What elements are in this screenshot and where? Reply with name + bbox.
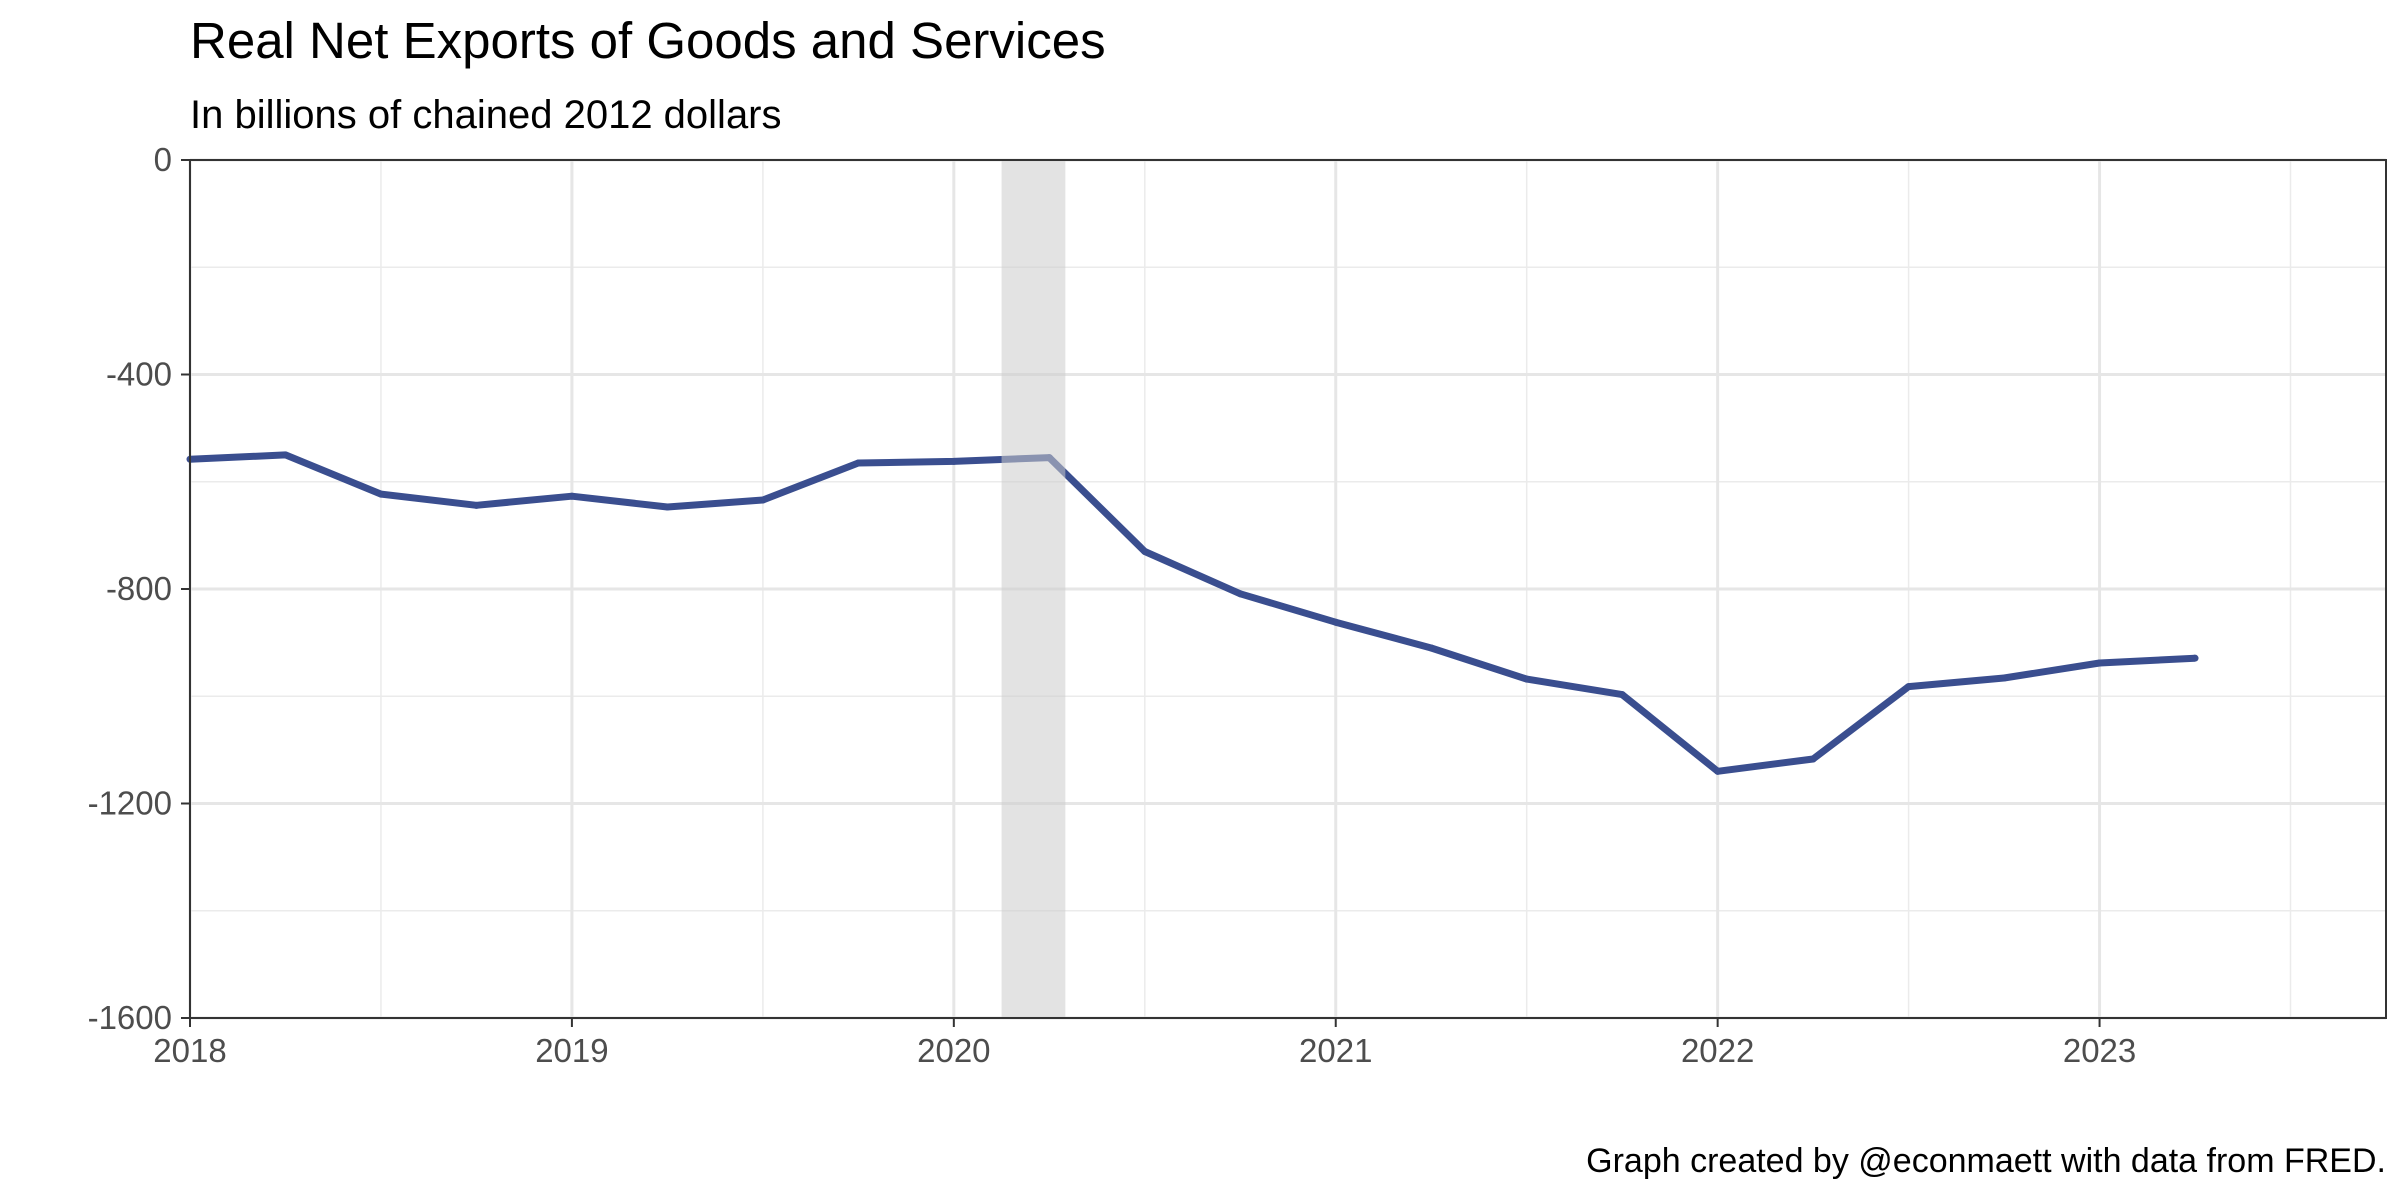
chart-title: Real Net Exports of Goods and Services bbox=[190, 12, 1106, 69]
data-point bbox=[568, 492, 576, 500]
data-point bbox=[377, 490, 385, 498]
data-point bbox=[1905, 683, 1913, 691]
x-tick-label: 2021 bbox=[1299, 1032, 1372, 1069]
chart-subtitle: In billions of chained 2012 dollars bbox=[190, 93, 782, 137]
data-point bbox=[1236, 590, 1244, 598]
recession-band bbox=[1001, 160, 1066, 1018]
series-line bbox=[189, 451, 2196, 775]
x-tick-label: 2023 bbox=[2063, 1032, 2136, 1069]
y-tick-label: -1200 bbox=[88, 785, 172, 822]
x-tick-label: 2018 bbox=[153, 1032, 226, 1069]
data-point bbox=[663, 503, 671, 511]
x-axis-labels: 2018 2019 2020 2021 2022 2023 bbox=[153, 1032, 2136, 1069]
data-point bbox=[1427, 644, 1435, 652]
axis-ticks bbox=[181, 159, 2101, 1027]
x-tick-label: 2019 bbox=[535, 1032, 608, 1069]
y-tick-label: 0 bbox=[154, 141, 172, 178]
data-point bbox=[472, 501, 480, 509]
y-axis-labels: 0 -400 -800 -1200 -1600 bbox=[88, 141, 172, 1036]
data-point bbox=[2000, 674, 2008, 682]
recession-shading bbox=[1001, 160, 1066, 1018]
data-point bbox=[1141, 547, 1149, 555]
y-tick-label: -800 bbox=[106, 570, 172, 607]
data-point bbox=[950, 457, 958, 465]
data-point bbox=[1618, 691, 1626, 699]
y-tick-label: -1600 bbox=[88, 999, 172, 1036]
chart-caption: Graph created by @econmaett with data fr… bbox=[1586, 1142, 2386, 1180]
data-point bbox=[759, 496, 767, 504]
data-point bbox=[854, 459, 862, 467]
x-tick-label: 2020 bbox=[917, 1032, 990, 1069]
data-point bbox=[2191, 654, 2199, 662]
major-gridlines bbox=[188, 158, 2386, 1020]
data-point bbox=[1809, 755, 1817, 763]
data-point bbox=[2096, 659, 2104, 667]
data-point bbox=[1332, 618, 1340, 626]
data-point bbox=[1714, 767, 1722, 775]
x-tick-label: 2022 bbox=[1681, 1032, 1754, 1069]
data-point bbox=[281, 451, 289, 459]
y-tick-label: -400 bbox=[106, 356, 172, 393]
data-point bbox=[1523, 675, 1531, 683]
series-layer bbox=[186, 451, 2199, 775]
